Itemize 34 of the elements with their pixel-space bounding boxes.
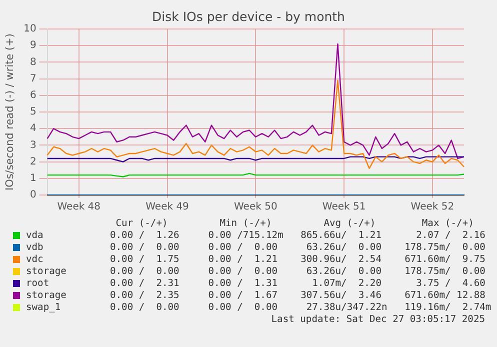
y-tick-label: 4 (30, 123, 36, 134)
x-tick-label: Week 50 (234, 202, 278, 213)
text: 0.00 / 1.26 0.00 /715.12m 865.66u/ 1.21 2.07 / 2.16 (110, 230, 486, 242)
legend-label: vdb (26, 242, 44, 254)
legend-label: vdc (26, 254, 44, 266)
text: 0.00 / 0.00 0.00 / 0.00 27.38u/347.22n 119.16m/ 2.74m (110, 302, 492, 314)
x-tick-label: Week 51 (322, 202, 366, 213)
legend-label: root (26, 278, 50, 290)
y-tick-label: 6 (30, 90, 36, 101)
text: Last update: Sat Dec 27 03:05:17 2025 (270, 314, 486, 326)
y-tick-label: 2 (30, 156, 36, 168)
text: 0.00 / 2.31 0.00 / 1.31 1.07m/ 2.20 3.75 / 4.60 (110, 278, 486, 290)
text: 0.00 / 2.35 0.00 / 1.67 307.56u/ 3.46 671.60m/ 12.88 (110, 290, 486, 302)
text: 0.00 / 1.75 0.00 / 1.21 300.96u/ 2.54 671.60m/ 9.75 (110, 254, 486, 266)
y-tick-label: 3 (30, 140, 36, 151)
y-tick-label: 8 (30, 56, 36, 68)
legend-label: storage (26, 266, 66, 278)
legend-label: storage (26, 290, 66, 302)
text: Cur (-/+) Min (-/+) Avg (-/+) Max (-/+) (114, 218, 474, 230)
y-tick-label: 0 (30, 190, 36, 201)
legend-label: swap_1 (26, 302, 61, 314)
text: 0.00 / 0.00 0.00 / 0.00 63.26u/ 0.00 178.75m/ 0.00 (110, 242, 486, 254)
x-tick-label: Week 49 (146, 202, 189, 213)
x-tick-label: Week 52 (410, 202, 454, 213)
y-tick-label: 9 (30, 40, 36, 52)
y-tick-label: 10 (24, 24, 36, 35)
y-tick-label: 7 (30, 73, 36, 84)
y-axis-title: IOs/second read (-) / write (+) (4, 33, 16, 191)
text: 0.00 / 0.00 0.00 / 0.00 63.26u/ 0.00 178.75m/ 0.00 (110, 266, 486, 278)
y-tick-label: 5 (30, 106, 36, 118)
x-tick-label: Week 48 (57, 202, 101, 213)
legend-label: vda (26, 230, 44, 242)
chart-title: Disk IOs per device - by month (151, 9, 346, 24)
y-tick-label: 1 (30, 172, 36, 184)
